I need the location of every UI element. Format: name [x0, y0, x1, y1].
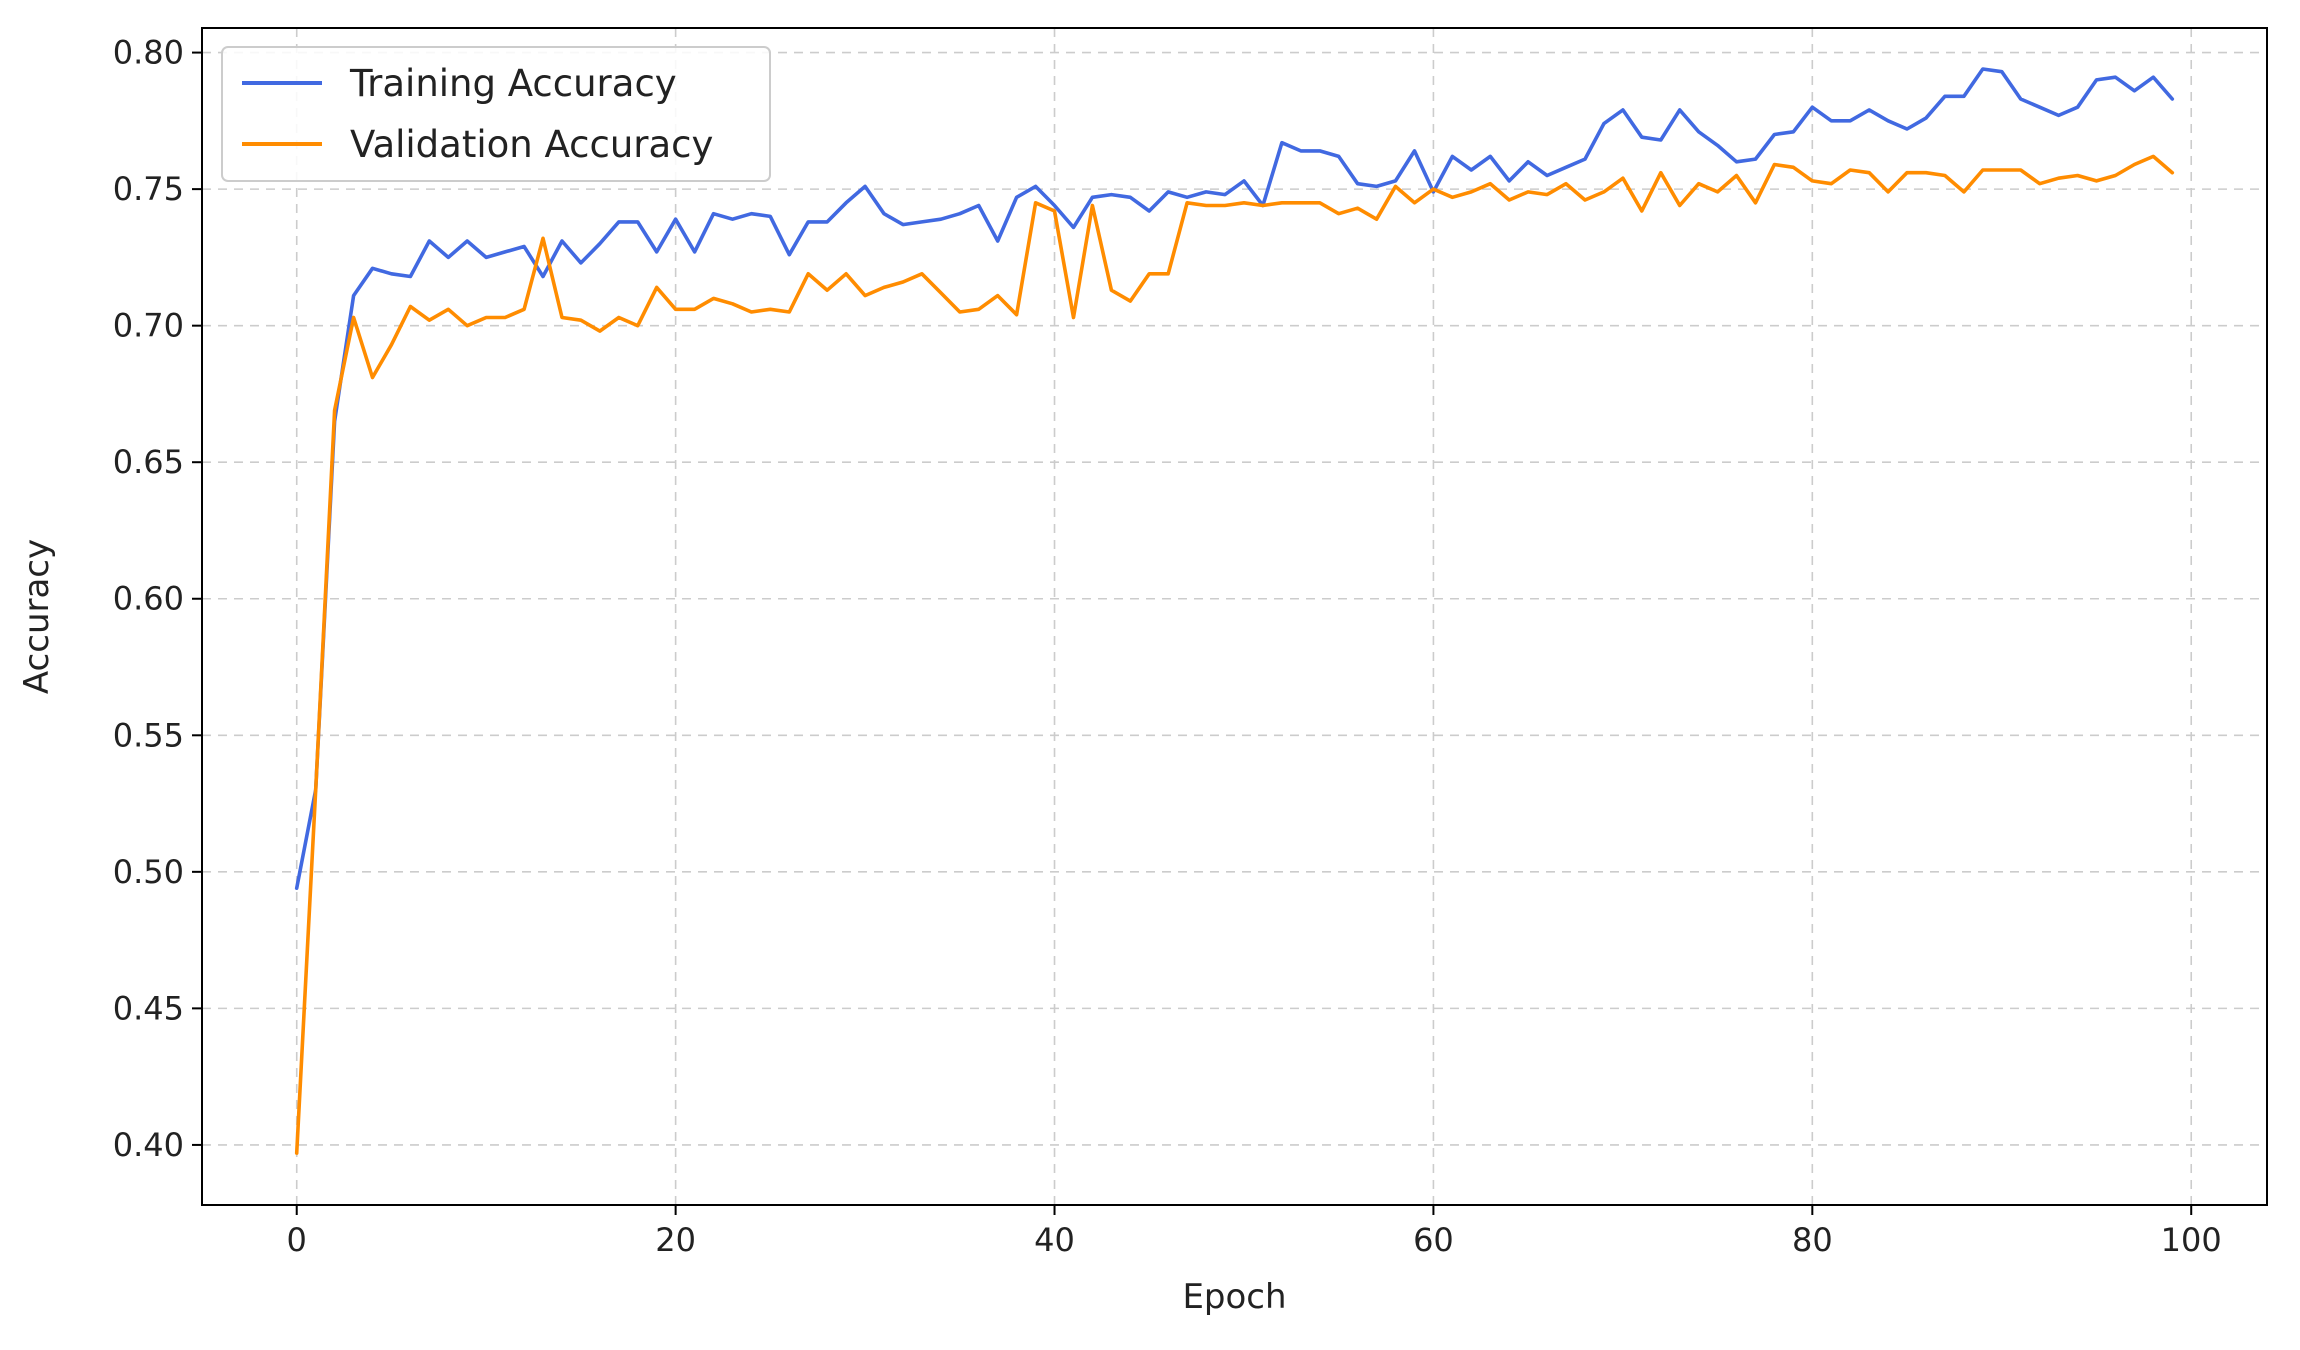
validation-accuracy-line: [294, 154, 2175, 1155]
y-tick-label: 0.60: [113, 580, 184, 618]
x-tick-label: 60: [1413, 1221, 1454, 1259]
y-tick-label: 0.80: [113, 34, 184, 72]
legend-label-validation: Validation Accuracy: [350, 123, 713, 166]
y-tick-label: 0.50: [113, 853, 184, 891]
y-tick-label: 0.40: [113, 1126, 184, 1164]
training-accuracy-line: [294, 67, 2175, 891]
y-tick-label: 0.70: [113, 307, 184, 345]
y-tick-label: 0.45: [113, 989, 184, 1027]
x-tick-label: 100: [2161, 1221, 2222, 1259]
y-axis-ticks: 0.40 0.45 0.50 0.55 0.60 0.65 0.70 0.75 0.80: [113, 34, 202, 1164]
legend-box: [221, 46, 771, 182]
x-tick-label: 0: [287, 1221, 307, 1259]
x-tick-label: 40: [1034, 1221, 1075, 1259]
y-axis-title: Accuracy: [17, 539, 57, 694]
plot-area-frame: [201, 27, 2268, 1206]
y-tick-label: 0.75: [113, 170, 184, 208]
x-axis-title: Epoch: [1182, 1277, 1286, 1317]
x-axis-ticks: 0 20 40 60 80 100: [287, 1205, 2222, 1259]
series-lines: [294, 67, 2175, 1155]
grid: [202, 28, 2267, 1205]
y-tick-label: 0.55: [113, 716, 184, 754]
legend-label-training: Training Accuracy: [349, 62, 677, 105]
x-tick-label: 20: [655, 1221, 696, 1259]
y-tick-label: 0.65: [113, 443, 184, 481]
x-tick-label: 80: [1792, 1221, 1833, 1259]
legend: Training Accuracy Validation Accuracy: [221, 46, 771, 182]
